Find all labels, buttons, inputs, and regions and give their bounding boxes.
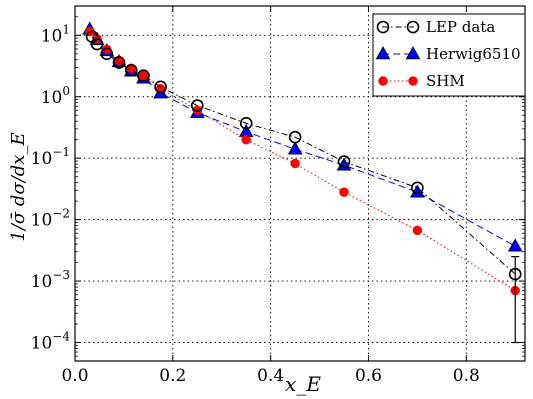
data-point-herwig6510 [507,238,523,252]
y-tick-label: 10−3 [31,268,70,292]
data-point-lep-data [124,63,138,77]
legend-items: LEP data Herwig6510 SHM [375,18,521,90]
legend-marker-lep-data [406,20,420,34]
legend-marker-shm [378,76,388,86]
legend-frame [372,13,526,97]
y-tick-label: 10−4 [31,330,71,354]
x-axis-title-main: x_E [285,372,321,396]
x-tick-label: 0.6 [355,366,382,386]
legend-marker-lep-data [376,20,390,34]
data-point-lep-data [190,99,204,112]
plot-area-frame [74,5,526,362]
data-point-lep-data [508,267,522,281]
x-tick-label: 0.4 [257,366,284,386]
legend: LEP data Herwig6510 SHM [372,13,526,97]
legend-marker-herwig6510 [375,46,391,60]
series-lep-data [85,30,522,344]
y-tick-label: 10−2 [31,207,70,231]
legend-marker-herwig6510 [405,46,421,60]
data-point-lep-data [90,37,104,51]
x-tick-label: 0.0 [61,366,88,386]
data-point-lep-data [411,181,424,195]
data-point-shm [138,70,149,81]
series-line-lep-data [91,36,516,275]
y-tick-label: 10−1 [31,145,70,169]
data-point-shm [339,187,349,197]
y-axis-title: 1/σ̄ dσ/dx_E [8,132,29,241]
data-point-shm [241,134,251,145]
data-point-shm [290,158,300,169]
legend-marker-shm [408,76,418,86]
x-axis-title: x_E [285,372,321,396]
legend-entry-herwig6510: Herwig6510 [375,45,521,63]
y-tick-label: 100 [41,84,70,108]
legend-entry-shm: SHM [378,72,465,90]
plot-series [82,21,523,344]
legend-label-lep-data: LEP data [426,18,495,36]
x-tick-label: 0.2 [159,366,186,386]
data-point-lep-data [100,47,114,61]
legend-label-shm: SHM [426,72,465,90]
legend-entry-lep-data: LEP data [376,18,495,36]
data-point-herwig6510 [336,157,352,171]
y-tick-label: 101 [41,22,70,46]
legend-label-herwig6510: Herwig6510 [426,45,521,63]
axis-ticks: 0.0 0.2 0.4 0.6 0.8 101 100 10−1 10−2 10−3 10−4 [31,5,525,386]
data-point-lep-data [337,155,351,168]
data-point-herwig6510 [287,141,303,155]
x-tick-label: 0.8 [453,366,480,386]
data-point-lep-data [112,56,126,69]
data-point-shm [412,225,423,236]
data-point-lep-data [154,80,167,94]
data-point-lep-data [137,69,150,83]
data-point-lep-data [239,116,253,130]
data-point-lep-data [288,130,302,144]
